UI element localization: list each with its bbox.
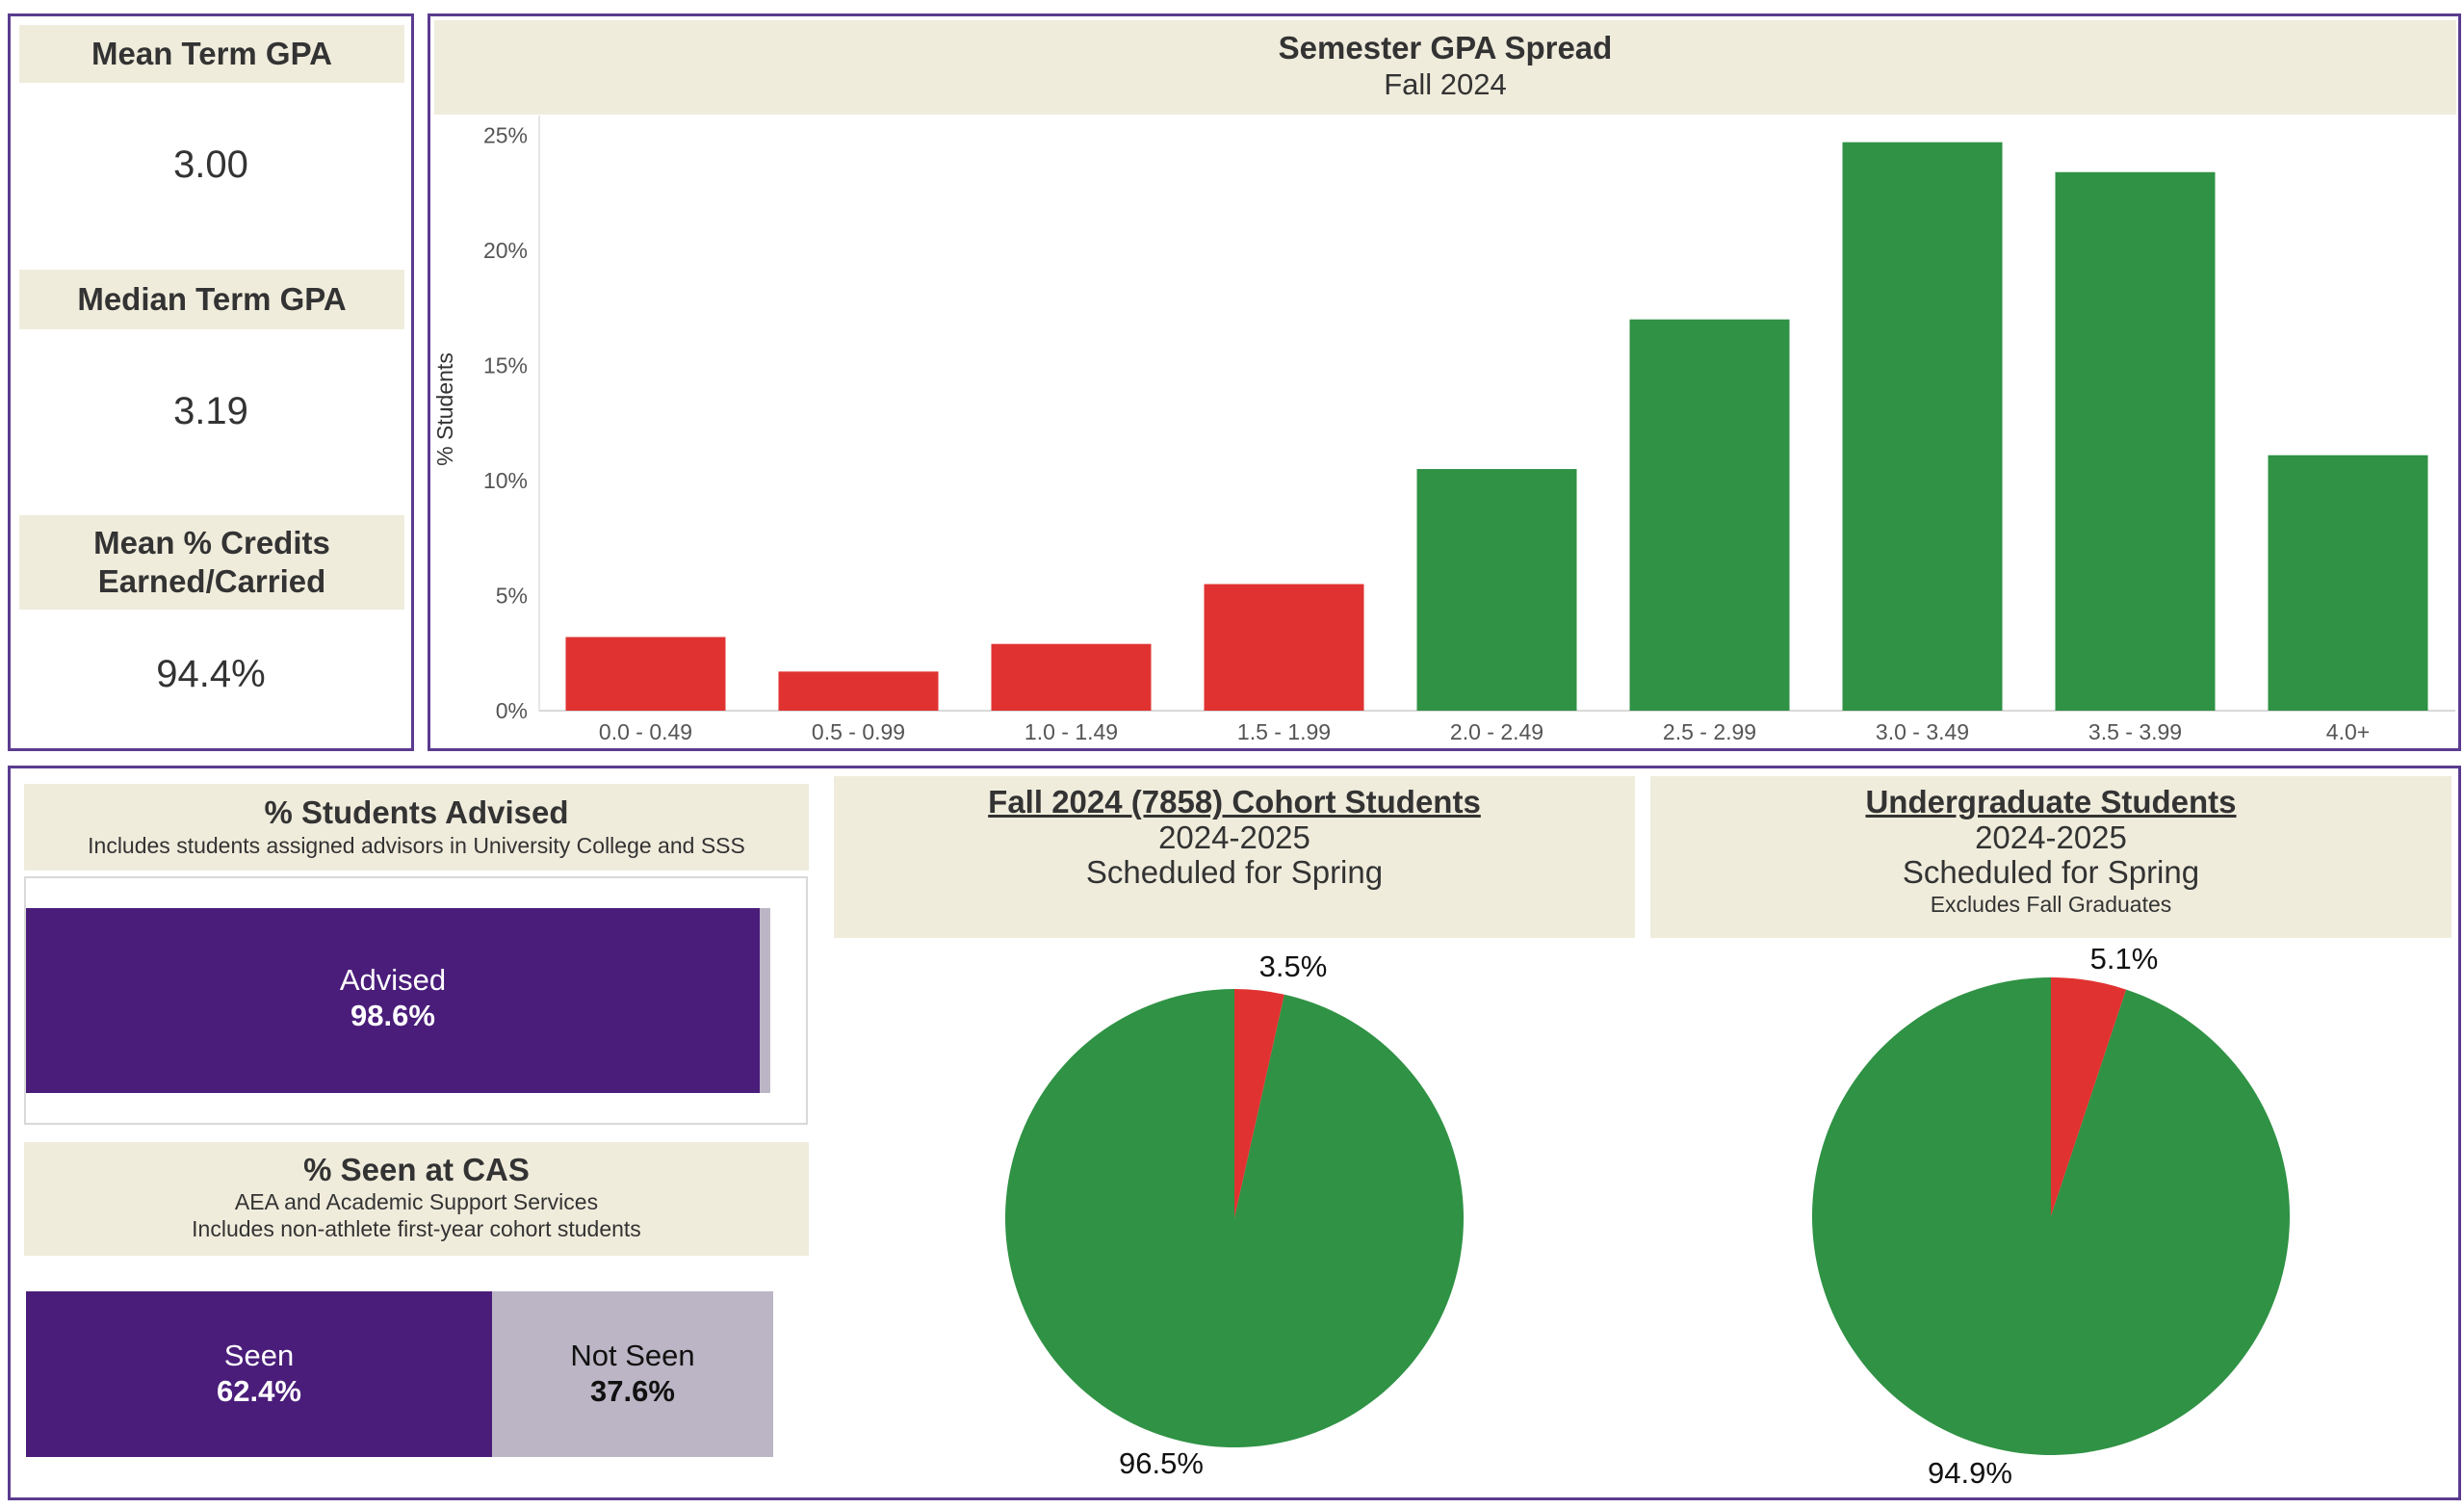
y-axis-title: % Students: [432, 352, 457, 466]
cas-title: % Seen at CAS: [303, 1152, 530, 1187]
bar-2-5-2-99[interactable]: [1629, 319, 1790, 711]
undergrad-slice-0[interactable]: [2051, 977, 2127, 1216]
undergrad-line3: Scheduled for Spring: [1902, 854, 2200, 890]
undergrad-small-slice-label: 5.1%: [2090, 942, 2159, 976]
cohort-title: Fall 2024 (7858) Cohort Students: [988, 784, 1481, 820]
bar-2-0-2-49[interactable]: [1416, 469, 1577, 711]
bar-4-0+[interactable]: [2268, 455, 2428, 711]
y-tick-label: 20%: [483, 238, 528, 263]
mean-gpa-value: 3.00: [173, 143, 248, 186]
undergrad-slice-1[interactable]: [1811, 977, 2290, 1455]
cas-seen-label: Seen: [223, 1339, 295, 1372]
x-tick-label: 3.0 - 3.49: [1876, 719, 1969, 744]
cohort-small-slice-label: 3.5%: [1259, 950, 1328, 983]
cas-header: % Seen at CAS AEA and Academic Support S…: [24, 1142, 809, 1256]
x-tick-label: 2.0 - 2.49: [1450, 719, 1543, 744]
gpa-chart-header: Semester GPA Spread Fall 2024: [434, 20, 2456, 115]
cohort-slice-0[interactable]: [1234, 989, 1284, 1218]
advised-bar-label: Advised 98.6%: [26, 962, 760, 1033]
advised-bar: Advised 98.6%: [26, 908, 770, 1093]
x-tick-label: 1.5 - 1.99: [1237, 719, 1331, 744]
bar-0-0-0-49[interactable]: [565, 637, 726, 711]
gpa-chart-title: Semester GPA Spread: [1278, 30, 1613, 65]
cas-not-seen-value: 37.6%: [590, 1374, 675, 1408]
x-tick-label: 0.5 - 0.99: [812, 719, 905, 744]
bar-3-0-3-49[interactable]: [1842, 142, 2003, 712]
median-gpa-header: Median Term GPA: [19, 270, 404, 329]
bar-1-5-1-99[interactable]: [1204, 584, 1364, 711]
bar-3-5-3-99[interactable]: [2055, 171, 2216, 712]
cas-not-seen-label-group: Not Seen 37.6%: [492, 1338, 773, 1409]
undergrad-header: Undergraduate Students 2024-2025 Schedul…: [1650, 776, 2451, 938]
bar-1-0-1-49[interactable]: [991, 643, 1152, 711]
cohort-header: Fall 2024 (7858) Cohort Students 2024-20…: [834, 776, 1635, 938]
x-tick-label: 3.5 - 3.99: [2088, 719, 2182, 744]
cas-not-seen-label: Not Seen: [570, 1339, 695, 1372]
x-tick-label: 1.0 - 1.49: [1025, 719, 1118, 744]
undergrad-pie: 5.1% 94.9%: [1811, 942, 2290, 1490]
advised-title: % Students Advised: [264, 794, 569, 830]
cohort-pie: 3.5% 96.5%: [1005, 950, 1465, 1480]
advised-label: Advised: [339, 963, 447, 997]
advised-bar-frame: [24, 876, 808, 1125]
cas-seen-value: 62.4%: [217, 1374, 301, 1408]
advised-value: 98.6%: [350, 999, 435, 1032]
y-tick-label: 5%: [496, 584, 528, 609]
advised-header: % Students Advised Includes students ass…: [24, 784, 809, 871]
cohort-slice-1[interactable]: [1005, 989, 1465, 1448]
y-tick-label: 10%: [483, 468, 528, 493]
undergrad-line4: Excludes Fall Graduates: [1930, 892, 2172, 917]
cohort-line2: 2024-2025: [1158, 820, 1310, 855]
y-tick-label: 15%: [483, 353, 528, 378]
cas-subtitle2: Includes non-athlete first-year cohort s…: [192, 1216, 641, 1241]
cohort-large-slice-label: 96.5%: [1119, 1446, 1204, 1480]
undergrad-title: Undergraduate Students: [1865, 784, 2237, 820]
mean-gpa-header: Mean Term GPA: [19, 25, 404, 83]
bar-0-5-0-99[interactable]: [778, 671, 939, 711]
gpa-chart-subtitle: Fall 2024: [1384, 67, 1507, 101]
x-tick-label: 2.5 - 2.99: [1663, 719, 1756, 744]
undergrad-large-slice-label: 94.9%: [1928, 1456, 2012, 1490]
y-tick-label: 0%: [496, 698, 528, 723]
advised-bar-fill: [26, 908, 760, 1093]
credits-label-line2: Earned/Carried: [97, 563, 326, 599]
x-tick-label: 0.0 - 0.49: [599, 719, 692, 744]
gpa-bar-chart: % Students 0% 5% 10% 15% 20% 25% 0.0 - 0.49 0.…: [432, 116, 2455, 744]
cohort-line3: Scheduled for Spring: [1085, 854, 1384, 890]
y-tick-label: 25%: [483, 123, 528, 148]
undergrad-line2: 2024-2025: [1975, 820, 2127, 855]
credits-value: 94.4%: [156, 653, 266, 695]
mean-gpa-label: Mean Term GPA: [91, 36, 332, 71]
cas-subtitle1: AEA and Academic Support Services: [234, 1189, 599, 1214]
credits-header: Mean % Credits Earned/Carried: [19, 515, 404, 610]
kpi-panel: Mean Term GPA 3.00 Median Term GPA 3.19 …: [8, 13, 414, 751]
advised-subtitle: Includes students assigned advisors in U…: [88, 833, 745, 858]
cas-seen-label-group: Seen 62.4%: [26, 1338, 492, 1409]
credits-label-line1: Mean % Credits: [93, 525, 330, 560]
median-gpa-label: Median Term GPA: [77, 281, 347, 317]
cas-bar: Seen 62.4% Not Seen 37.6%: [26, 1291, 773, 1457]
median-gpa-value: 3.19: [173, 390, 248, 432]
cas-seen-segment: [26, 1291, 492, 1457]
x-tick-label: 4.0+: [2326, 719, 2370, 744]
